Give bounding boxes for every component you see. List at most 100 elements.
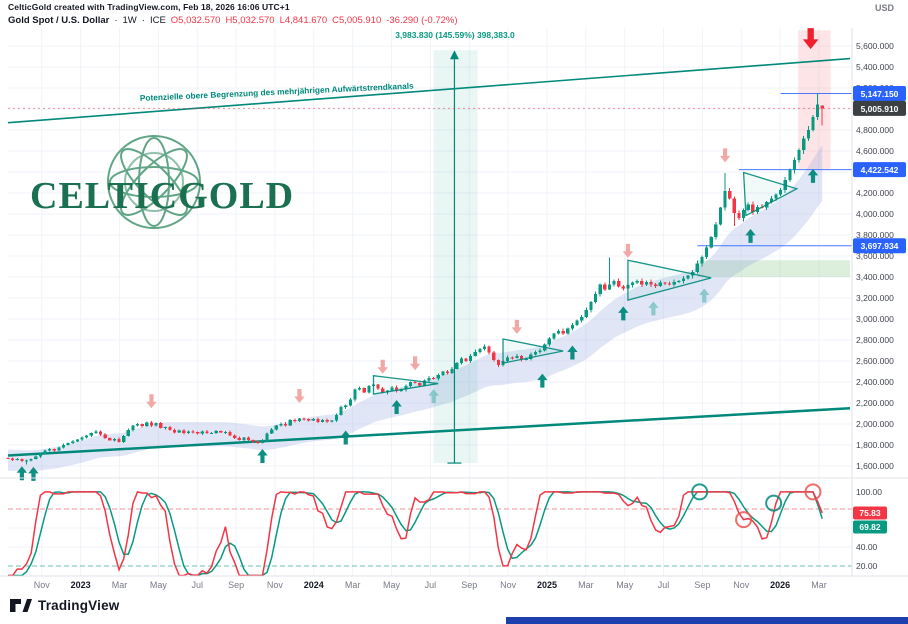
price-axis[interactable]: 1,600.000 1,800.000 2,000.000 2,200.000 2,40…: [853, 41, 906, 471]
consolidation-triangle: [502, 338, 564, 364]
price-tick-label: 5,400.000: [856, 62, 894, 72]
channel-lower-line[interactable]: [7, 407, 851, 457]
candle-body: [20, 459, 24, 461]
candle-body: [533, 351, 538, 355]
candle-body: [265, 433, 269, 441]
candle-body: [802, 138, 806, 150]
candle-body: [98, 431, 103, 435]
candle-body: [376, 384, 380, 389]
candle-body: [219, 431, 223, 433]
time-axis[interactable]: Nov 2023 Mar May Jul Sep Nov 2024 Mar May Jul Sep No…: [34, 580, 827, 590]
candle-body: [455, 363, 459, 369]
oscillator-tick-label: 100.00: [856, 487, 882, 497]
ohlc-low: L4,841.670: [279, 15, 328, 26]
candle-body: [270, 429, 274, 434]
tradingview-logo-icon: [10, 599, 32, 612]
candle-body: [307, 418, 311, 421]
candle-body: [566, 328, 570, 334]
measure-zone: [433, 50, 478, 464]
candle-body: [228, 431, 232, 436]
price-tick-label: 1,600.000: [856, 461, 894, 471]
up-arrow-icon: [257, 448, 268, 463]
candle-body: [279, 423, 283, 426]
up-arrow-icon: [428, 389, 439, 404]
month-label: Nov: [267, 580, 284, 590]
month-label: May: [616, 580, 634, 590]
candle-body: [108, 437, 112, 441]
price-tick-label: 4,600.000: [856, 146, 894, 156]
candle-body: [612, 280, 616, 285]
down-arrow-icon: [294, 389, 305, 403]
candle-body: [390, 387, 394, 391]
oscillator-badge-value: 75.83: [859, 508, 881, 518]
candle-body: [358, 387, 362, 390]
month-label: May: [150, 580, 168, 590]
channel-upper-line[interactable]: [7, 57, 851, 124]
candle-body: [589, 302, 593, 311]
candle-body: [677, 281, 681, 283]
month-label: Jul: [191, 580, 203, 590]
candle-body: [667, 283, 672, 285]
candle-body: [598, 284, 602, 294]
candle-body: [135, 424, 140, 426]
candle-body: [779, 189, 783, 195]
month-label: Sep: [461, 580, 477, 590]
footer-branding[interactable]: TradingView: [10, 597, 119, 614]
price-tick-label: 4,800.000: [856, 125, 894, 135]
price-badge: [853, 100, 906, 116]
candle-body: [408, 382, 413, 386]
candle-body: [302, 418, 306, 420]
candle-body: [242, 437, 246, 440]
candle-body: [85, 435, 89, 438]
up-arrow-icon: [648, 301, 659, 316]
candle-body: [464, 358, 468, 362]
candle-body: [353, 389, 357, 400]
candle-body: [797, 149, 801, 161]
candle-body: [381, 388, 385, 393]
candle-body: [251, 439, 255, 442]
candle-body: [94, 431, 98, 434]
candle-body: [607, 284, 612, 290]
candle-body: [427, 377, 431, 381]
candle-body: [672, 282, 676, 285]
candle-body: [71, 441, 75, 444]
candle-body: [510, 357, 514, 359]
candle-body: [441, 371, 445, 375]
year-label: 2023: [71, 580, 91, 590]
candle-body: [52, 448, 56, 451]
candle-body: [728, 190, 732, 199]
consolidation-triangle: [627, 259, 712, 301]
month-label: Nov: [500, 580, 517, 590]
candle-body: [811, 117, 815, 130]
interval-label[interactable]: 1W: [122, 15, 137, 26]
chart-canvas[interactable]: 1,600.000 1,800.000 2,000.000 2,200.000 2,40…: [0, 28, 908, 596]
candle-body: [163, 426, 167, 429]
candle-body: [283, 423, 288, 426]
candle-body: [168, 426, 172, 431]
down-arrow-icon: [146, 394, 157, 409]
candle-body: [413, 382, 417, 384]
ohlc-open: O5,032.570: [170, 15, 221, 26]
candle-body: [6, 457, 10, 459]
up-arrow-icon: [391, 400, 402, 415]
candle-body: [34, 456, 38, 459]
candle-body: [205, 431, 209, 434]
price-badge-value: 3,697.934: [861, 241, 899, 251]
candle-body: [644, 282, 649, 285]
candle-body: [48, 448, 52, 451]
candle-body: [506, 357, 510, 362]
candle-body: [496, 360, 500, 366]
up-arrow-icon: [807, 168, 819, 183]
channel-annotation: Potenzielle obere Begrenzung des mehrjäh…: [140, 81, 415, 103]
candle-body: [200, 431, 204, 434]
price-tick-label: 2,400.000: [856, 377, 894, 387]
symbol-name[interactable]: Gold Spot / U.S. Dollar: [8, 15, 110, 26]
candle-body: [436, 374, 440, 379]
candle-body: [260, 440, 265, 444]
month-label: Sep: [228, 580, 244, 590]
up-arrow-icon: [16, 466, 28, 481]
candle-body: [288, 419, 292, 426]
measure-tool[interactable]: [433, 50, 478, 464]
candle-body: [820, 105, 824, 109]
candle-body: [233, 435, 237, 438]
